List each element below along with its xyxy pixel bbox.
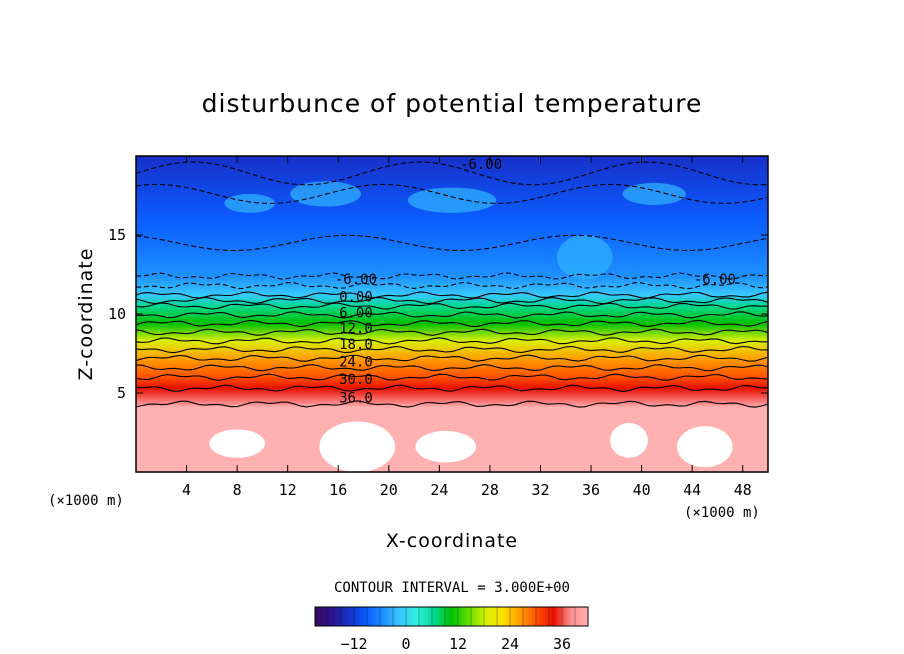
contour-label: 18.0 — [339, 337, 373, 353]
contour-label: 6.00 — [339, 305, 373, 321]
cool-anomaly — [224, 193, 276, 213]
white-region — [415, 430, 477, 463]
field-anomalies — [209, 181, 733, 472]
contour-label: 24.0 — [339, 354, 373, 370]
contour-line — [136, 364, 768, 372]
x-axis-ticks: 4 8 12 16 20 24 28 32 36 40 44 48 — [182, 156, 752, 499]
y-tick-label: 5 — [117, 384, 126, 402]
plot-area — [136, 156, 768, 472]
y-tick-label: 10 — [108, 305, 126, 323]
contour-line — [136, 384, 768, 392]
contour-label: 36.0 — [339, 391, 373, 407]
contour-line — [136, 337, 768, 345]
contour-line — [136, 296, 768, 305]
contour-lines — [136, 161, 768, 408]
contour-line — [136, 373, 768, 381]
colorbar: −12 0 12 24 36 — [314, 606, 589, 653]
contour-label: -6.00 — [694, 272, 736, 288]
contour-line — [136, 400, 768, 408]
x-tick-label: 40 — [633, 481, 651, 499]
colorbar-tick-label: 24 — [501, 635, 519, 653]
x-tick-label: 48 — [734, 481, 752, 499]
x-tick-label: 12 — [279, 481, 297, 499]
cool-anomaly — [556, 235, 613, 280]
y-axis-ticks: 5 10 15 — [108, 226, 768, 402]
contour-label: -6.00 — [335, 272, 377, 288]
cool-anomaly — [407, 187, 497, 213]
contour-line — [136, 281, 768, 290]
contour-interval-label: CONTOUR INTERVAL = 3.000E+00 — [334, 580, 570, 596]
colorbar-tick-label: 0 — [401, 635, 410, 653]
colorbar-ticks: −12 0 12 24 36 — [340, 635, 571, 653]
contour-line — [136, 319, 768, 328]
white-region — [209, 429, 265, 458]
x-tick-label: 44 — [683, 481, 701, 499]
colorbar-dividers — [327, 607, 576, 626]
y-axis-label: Z-coordinate — [75, 248, 97, 381]
x-tick-label: 32 — [531, 481, 549, 499]
x-axis-label: X-coordinate — [386, 530, 518, 552]
colorbar-fill — [315, 607, 588, 626]
contour-line — [136, 291, 768, 299]
colorbar-tick-label: 36 — [553, 635, 571, 653]
x-tick-label: 28 — [481, 481, 499, 499]
chart-title: disturbunce of potential temperature — [202, 89, 703, 118]
contour-line — [136, 302, 768, 310]
colorbar-tick-label: 12 — [449, 635, 467, 653]
white-region — [676, 426, 733, 468]
contour-line — [136, 328, 768, 336]
contour-label: 0.00 — [339, 290, 373, 306]
contour-line-upper — [136, 234, 768, 252]
x-tick-label: 8 — [233, 481, 242, 499]
contour-line — [136, 345, 768, 354]
contour-line — [136, 354, 768, 362]
contour-line-upper — [136, 161, 768, 186]
colorbar-tick-label: −12 — [340, 635, 367, 653]
cool-anomaly — [622, 182, 686, 205]
x-origin-unit: (×1000 m) — [48, 493, 124, 509]
x-tick-label: 24 — [430, 481, 448, 499]
contour-label: -6.00 — [460, 157, 502, 173]
y-tick-label: 15 — [108, 226, 126, 244]
x-tick-label: 36 — [582, 481, 600, 499]
contour-line — [136, 311, 768, 319]
contour-line — [136, 272, 768, 280]
x-axis-unit: (×1000 m) — [684, 505, 760, 521]
contour-label: 30.0 — [339, 372, 373, 388]
contour-line-upper — [136, 183, 768, 204]
contour-label: 12.0 — [339, 321, 373, 337]
x-tick-label: 4 — [182, 481, 191, 499]
x-tick-label: 16 — [329, 481, 347, 499]
white-region — [610, 423, 648, 458]
colorbar-frame — [314, 606, 589, 627]
x-tick-label: 20 — [380, 481, 398, 499]
white-region — [319, 421, 396, 472]
